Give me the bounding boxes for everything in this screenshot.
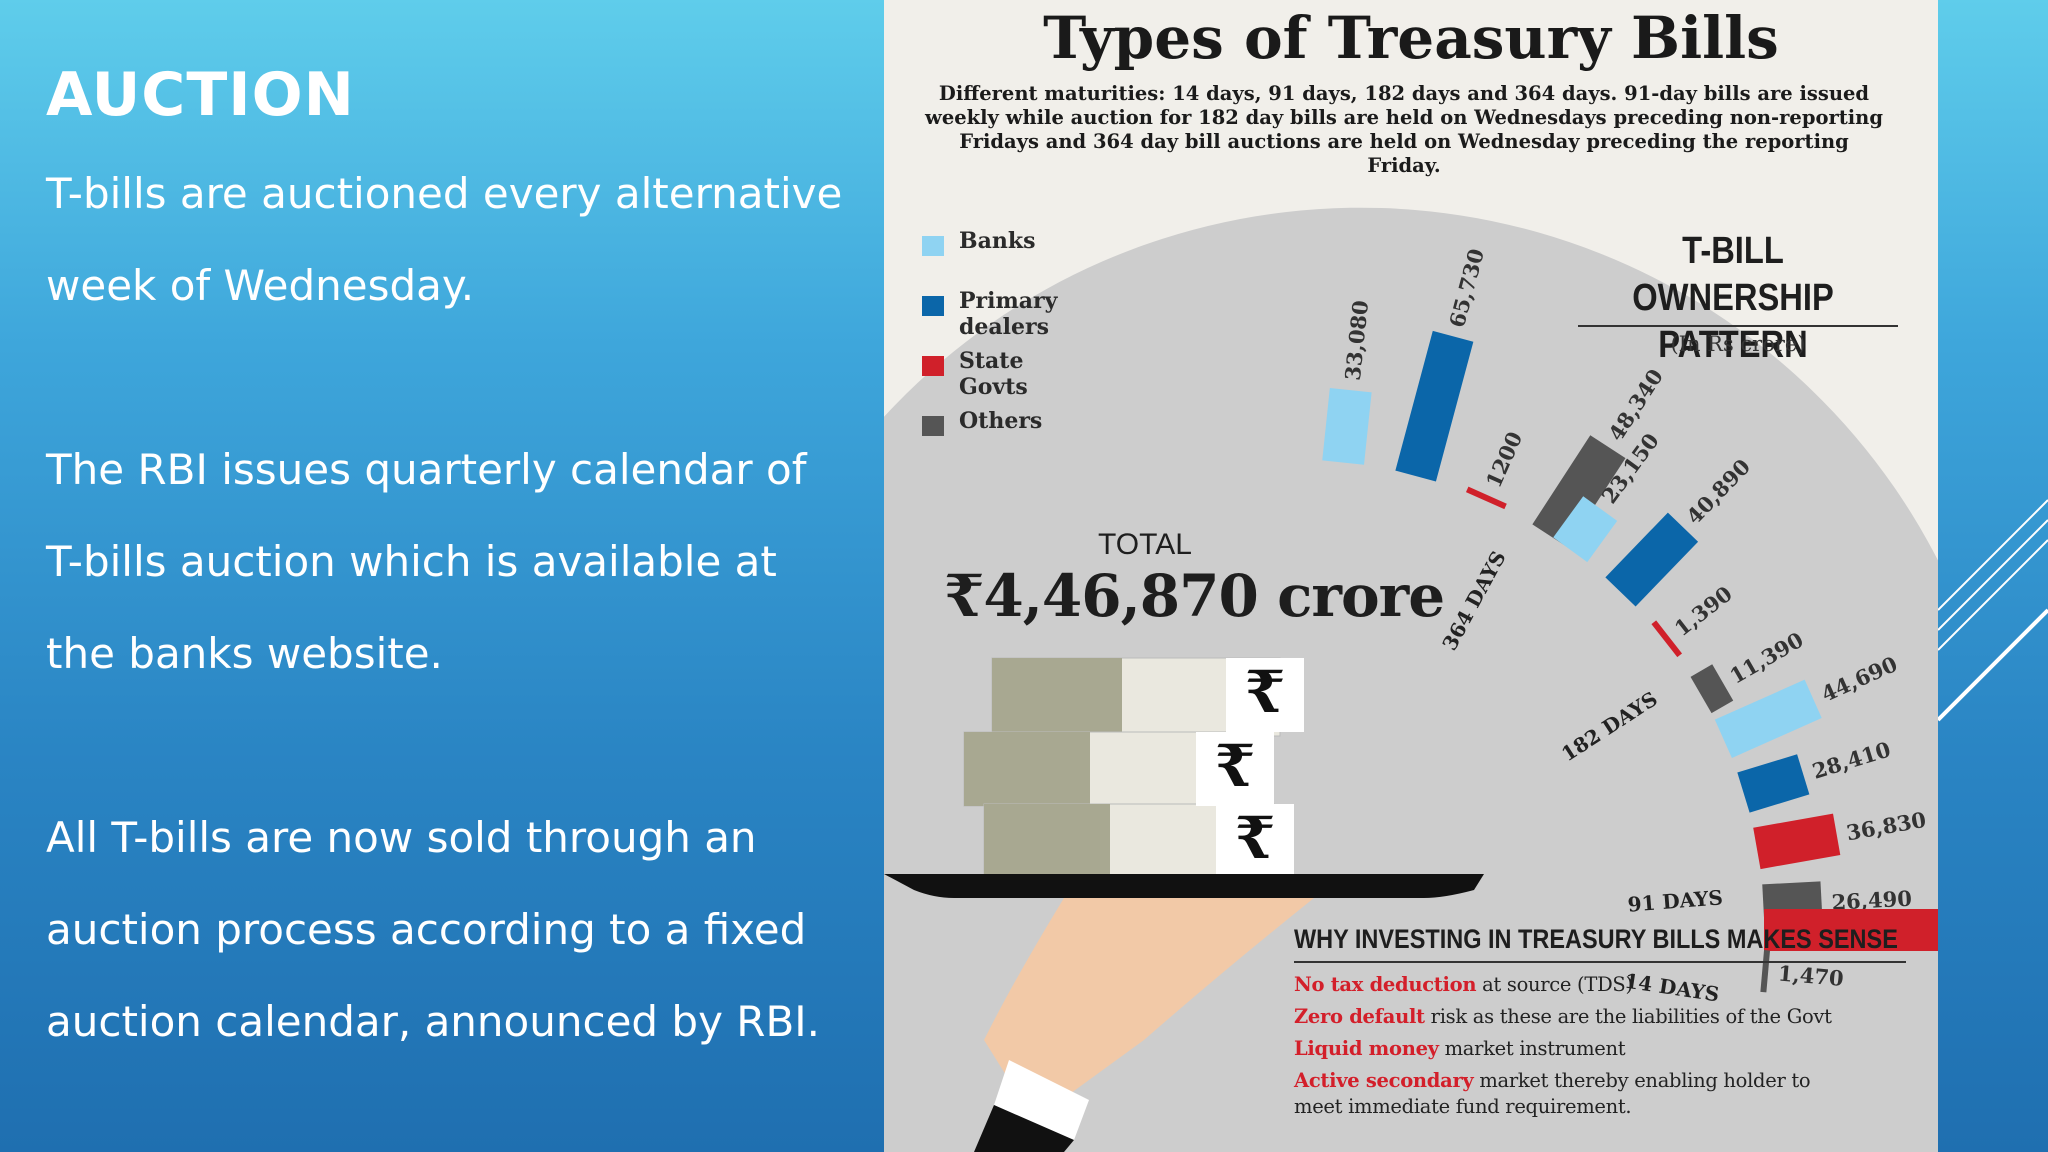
bar-primary-dealers — [1737, 754, 1810, 813]
paragraph-3: All T-bills are now sold through an auct… — [46, 792, 866, 1068]
bar-banks — [1714, 679, 1822, 759]
bar-others — [1690, 664, 1734, 714]
legend-label: Others — [959, 408, 1043, 434]
bar-primary-dealers — [1605, 512, 1699, 607]
why-highlight: No tax deduction — [1294, 973, 1477, 996]
rupee-icon: ₹ — [1245, 658, 1285, 726]
infographic-image: Types of Treasury Bills Different maturi… — [884, 0, 1938, 1152]
decorative-lines — [1938, 499, 2048, 722]
paragraph-line: The RBI issues quarterly calendar of — [46, 445, 807, 494]
why-highlight: Liquid money — [1294, 1037, 1439, 1060]
infographic-title: Types of Treasury Bills — [1043, 4, 1779, 72]
subtitle-line: Fridays and 364 day bill auctions are he… — [959, 130, 1849, 177]
why-item: No tax deduction at source (TDS) — [1294, 969, 1918, 1001]
paragraph-line: T-bills are auctioned every alternative — [46, 169, 843, 218]
paragraph-line: T-bills auction which is available at — [46, 537, 777, 586]
sleeve — [974, 1105, 1074, 1152]
bar-others — [1760, 950, 1771, 993]
why-underline — [1294, 961, 1906, 963]
bar-state-govts — [1764, 909, 1938, 951]
why-highlight: Zero default — [1294, 1005, 1425, 1028]
legend-label: Banks — [959, 228, 1036, 254]
bar-state-govts — [1753, 813, 1841, 870]
unit-label: (In Rs crore) — [1670, 332, 1806, 356]
legend-swatch — [922, 236, 944, 256]
why-highlight: Active secondary — [1294, 1069, 1474, 1092]
ownership-underline — [1578, 325, 1898, 327]
bar-others — [1532, 435, 1626, 548]
paragraph-2: The RBI issues quarterly calendar of T-b… — [46, 424, 866, 700]
hand-arm — [984, 898, 1314, 1120]
bar-banks — [1322, 388, 1372, 465]
infographic-subtitle: Different maturities: 14 days, 91 days, … — [924, 82, 1884, 178]
why-text: market instrument — [1438, 1037, 1626, 1060]
rupee-icon: ₹ — [1215, 732, 1255, 800]
paragraph-line: All T-bills are now sold through an — [46, 813, 757, 862]
ownership-title: T-BILL OWNERSHIP PATTERN — [1632, 230, 1834, 366]
bar-state-govts — [1465, 486, 1507, 510]
subtitle-line: weekly while auction for 182 day bills a… — [925, 106, 1883, 129]
why-text: market thereby enabling holder to — [1473, 1069, 1811, 1092]
slide-title: AUCTION — [46, 60, 355, 130]
subtitle-line: Different maturities: 14 days, 91 days, … — [938, 82, 1870, 105]
bar-state-govts — [1651, 620, 1683, 658]
paragraph-line: the banks website. — [46, 629, 443, 678]
total-value: ₹4,46,870 crore — [944, 562, 1445, 630]
money-stacks: ₹ ₹ ₹ — [884, 657, 1484, 1152]
legend-swatch — [922, 416, 944, 436]
bar-value-label: 1,470 — [1777, 960, 1845, 991]
why-item: Zero default risk as these are the liabi… — [1294, 1001, 1918, 1033]
legend-label: State Govts — [959, 348, 1028, 400]
legend-swatch — [922, 296, 944, 316]
why-item: Liquid money market instrument — [1294, 1033, 1918, 1065]
why-text-continued: meet immediate fund requirement. — [1294, 1095, 1632, 1118]
why-section: WHY INVESTING IN TREASURY BILLS MAKES SE… — [1294, 924, 1918, 1117]
paragraph-1: T-bills are auctioned every alternative … — [46, 148, 866, 332]
why-text: risk as these are the liabilities of the… — [1424, 1005, 1832, 1028]
rupee-icon: ₹ — [1235, 804, 1275, 872]
shirt-cuff — [994, 1060, 1089, 1140]
why-text: at source (TDS) — [1476, 973, 1633, 996]
legend-swatch — [922, 356, 944, 376]
slide-text-area: AUCTION T-bills are auctioned every alte… — [46, 60, 866, 1068]
why-item: Active secondary market thereby enabling… — [1294, 1065, 1918, 1117]
paragraph-line: week of Wednesday. — [46, 261, 475, 310]
bar-primary-dealers — [1395, 330, 1474, 482]
bar-banks — [1553, 496, 1618, 563]
paragraph-line: auction process according to a fixed — [46, 905, 807, 954]
legend-label: Primary dealers — [959, 288, 1058, 340]
serving-tray — [884, 874, 1484, 898]
why-heading: WHY INVESTING IN TREASURY BILLS MAKES SE… — [1294, 924, 1898, 954]
paragraph-line: auction calendar, announced by RBI. — [46, 997, 821, 1046]
total-label: TOTAL — [1098, 528, 1192, 561]
